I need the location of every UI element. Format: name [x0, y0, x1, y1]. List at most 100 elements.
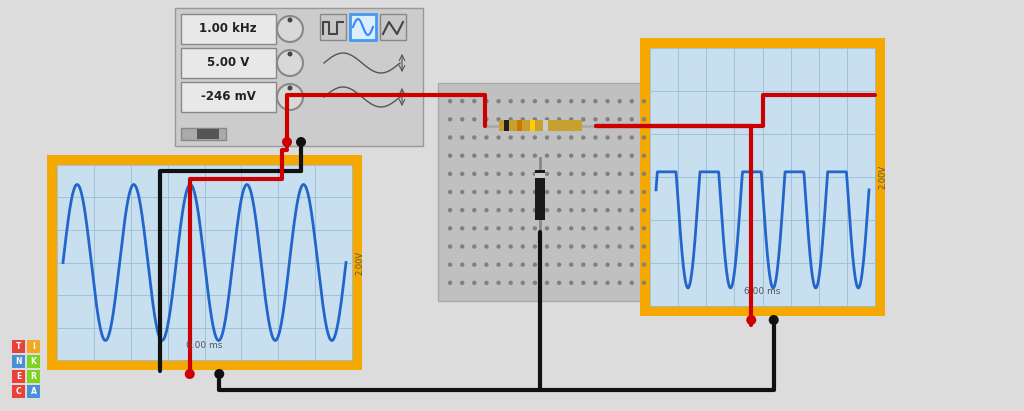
Circle shape — [769, 315, 778, 325]
Circle shape — [617, 190, 622, 194]
Circle shape — [520, 263, 525, 267]
Circle shape — [484, 99, 488, 104]
Circle shape — [569, 99, 573, 104]
Circle shape — [642, 190, 646, 194]
Circle shape — [582, 99, 586, 104]
Circle shape — [593, 281, 598, 285]
Circle shape — [460, 153, 465, 158]
Circle shape — [520, 226, 525, 231]
Circle shape — [447, 244, 453, 249]
Bar — [197, 129, 219, 139]
Circle shape — [447, 172, 453, 176]
Circle shape — [642, 172, 646, 176]
Bar — [504, 120, 509, 131]
Circle shape — [472, 281, 476, 285]
Text: I: I — [32, 342, 35, 351]
Circle shape — [630, 244, 634, 249]
Circle shape — [278, 16, 303, 42]
Circle shape — [605, 208, 609, 212]
Circle shape — [497, 153, 501, 158]
Circle shape — [497, 172, 501, 176]
Circle shape — [593, 153, 598, 158]
Circle shape — [582, 153, 586, 158]
Circle shape — [630, 208, 634, 212]
Circle shape — [460, 99, 465, 104]
Text: R: R — [31, 372, 37, 381]
Text: K: K — [31, 357, 37, 366]
Circle shape — [497, 263, 501, 267]
Circle shape — [557, 117, 561, 122]
Circle shape — [642, 263, 646, 267]
Text: N: N — [15, 357, 22, 366]
Circle shape — [545, 190, 549, 194]
Circle shape — [497, 226, 501, 231]
Circle shape — [605, 190, 609, 194]
Circle shape — [545, 244, 549, 249]
Circle shape — [460, 263, 465, 267]
Circle shape — [278, 84, 303, 110]
Circle shape — [617, 226, 622, 231]
Circle shape — [447, 190, 453, 194]
Circle shape — [582, 135, 586, 140]
Circle shape — [447, 208, 453, 212]
Bar — [499, 120, 582, 131]
Circle shape — [569, 244, 573, 249]
Circle shape — [509, 244, 513, 249]
Circle shape — [484, 263, 488, 267]
Circle shape — [582, 172, 586, 176]
Circle shape — [593, 99, 598, 104]
Circle shape — [509, 117, 513, 122]
Circle shape — [642, 226, 646, 231]
Circle shape — [545, 281, 549, 285]
Circle shape — [593, 172, 598, 176]
Bar — [181, 128, 226, 140]
Circle shape — [557, 226, 561, 231]
Bar — [380, 14, 406, 40]
Text: T: T — [15, 342, 22, 351]
Circle shape — [509, 99, 513, 104]
Circle shape — [532, 226, 538, 231]
Text: 2.00V: 2.00V — [355, 250, 364, 275]
Text: 6.00 ms: 6.00 ms — [744, 287, 780, 296]
Circle shape — [582, 244, 586, 249]
Bar — [12, 340, 25, 353]
Circle shape — [569, 190, 573, 194]
Circle shape — [472, 208, 476, 212]
Circle shape — [569, 153, 573, 158]
Circle shape — [605, 153, 609, 158]
Circle shape — [447, 117, 453, 122]
Bar — [438, 83, 656, 301]
Circle shape — [605, 244, 609, 249]
Circle shape — [472, 135, 476, 140]
Circle shape — [484, 172, 488, 176]
Circle shape — [497, 190, 501, 194]
Bar — [57, 165, 352, 360]
Circle shape — [746, 315, 757, 325]
Circle shape — [545, 208, 549, 212]
Bar — [640, 38, 885, 316]
Circle shape — [447, 153, 453, 158]
Bar — [175, 8, 423, 146]
Circle shape — [472, 172, 476, 176]
Circle shape — [509, 226, 513, 231]
Circle shape — [520, 172, 525, 176]
Circle shape — [532, 281, 538, 285]
Circle shape — [520, 244, 525, 249]
Circle shape — [593, 190, 598, 194]
Circle shape — [460, 226, 465, 231]
Bar — [12, 355, 25, 368]
Circle shape — [184, 369, 195, 379]
Circle shape — [497, 281, 501, 285]
Circle shape — [617, 99, 622, 104]
Circle shape — [569, 263, 573, 267]
Circle shape — [617, 281, 622, 285]
Circle shape — [630, 99, 634, 104]
Circle shape — [472, 263, 476, 267]
Circle shape — [630, 117, 634, 122]
Circle shape — [557, 190, 561, 194]
Circle shape — [509, 263, 513, 267]
Circle shape — [460, 172, 465, 176]
Text: E: E — [16, 372, 22, 381]
Circle shape — [460, 190, 465, 194]
Bar — [27, 355, 40, 368]
